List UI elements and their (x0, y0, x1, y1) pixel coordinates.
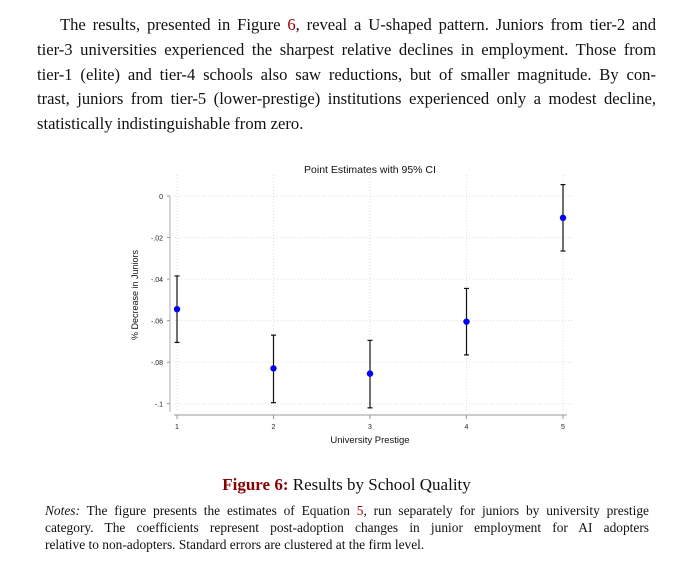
text-line: relative to non-adopters. Standard error… (45, 536, 649, 553)
figure-notes: Notes: The figure presents the estimates… (45, 502, 649, 553)
text-segment: tier-3 universities experienced the shar… (37, 39, 656, 59)
y-tick-label: -.06 (151, 319, 163, 326)
point-estimate (270, 365, 277, 372)
y-tick-label: -.1 (155, 402, 163, 409)
y-tick-label: -.04 (151, 277, 163, 284)
body-paragraph: The results, presented in Figure 6, reve… (37, 13, 656, 137)
x-tick-label: 4 (465, 424, 469, 431)
text-line: trast, juniors from tier-5 (lower-presti… (37, 87, 656, 112)
text-line: category. The coefficients represent pos… (45, 519, 649, 536)
figure-label[interactable]: Figure 6: (222, 475, 289, 494)
text-segment: relative to non-adopters. Standard error… (45, 537, 425, 552)
y-tick-label: 0 (159, 194, 163, 201)
y-axis-label: % Decrease in Juniors (130, 249, 140, 340)
x-axis-label: University Prestige (330, 435, 409, 446)
text-line: tier-1 (elite) and tier-4 schools also s… (37, 63, 656, 88)
text-segment: statistically indistinguishable from zer… (37, 114, 304, 134)
point-estimate (559, 214, 567, 222)
text-segment: The figure presents the estimates of Equ… (79, 503, 357, 518)
chart: 0 -.02 -.04 -.06 -.08 -.1 1 2 3 4 5 Point Estimates… (130, 164, 572, 446)
text-line: tier-3 universities experienced the shar… (37, 38, 656, 63)
x-tick-label: 3 (368, 424, 372, 431)
y-tick-label: -.02 (151, 236, 163, 243)
chart-title: Point Estimates with 95% CI (304, 164, 436, 176)
x-tick-label: 1 (175, 424, 179, 431)
point-estimate (366, 370, 374, 377)
point-estimate (463, 318, 470, 325)
text-segment: , run separately for juniors by universi… (363, 503, 650, 518)
y-tick-label: -.08 (151, 360, 163, 367)
point-estimate (173, 305, 181, 313)
cross-reference-link[interactable]: 5 (356, 503, 364, 518)
text-segment: The results, presented in Figure (60, 15, 288, 34)
text-segment: trast, juniors from tier-5 (lower-presti… (37, 89, 656, 109)
text-segment: tier-1 (elite) and tier-4 schools also s… (37, 64, 656, 84)
text-segment: , reveal a U-shaped pattern. Juniors fro… (295, 15, 657, 34)
text-line: Notes: The figure presents the estimates… (45, 502, 649, 519)
figure-caption: Figure 6: Results by School Quality (0, 475, 693, 495)
x-tick-label: 2 (272, 424, 276, 431)
notes-label: Notes: (45, 503, 80, 518)
text-segment: category. The coefficients represent pos… (45, 520, 649, 535)
text-line: The results, presented in Figure 6, reve… (37, 13, 656, 38)
cross-reference-link[interactable]: 6 (287, 15, 296, 34)
x-tick-label: 5 (561, 424, 565, 431)
caption-text: Results by School Quality (288, 475, 471, 494)
text-line: statistically indistinguishable from zer… (37, 112, 656, 137)
